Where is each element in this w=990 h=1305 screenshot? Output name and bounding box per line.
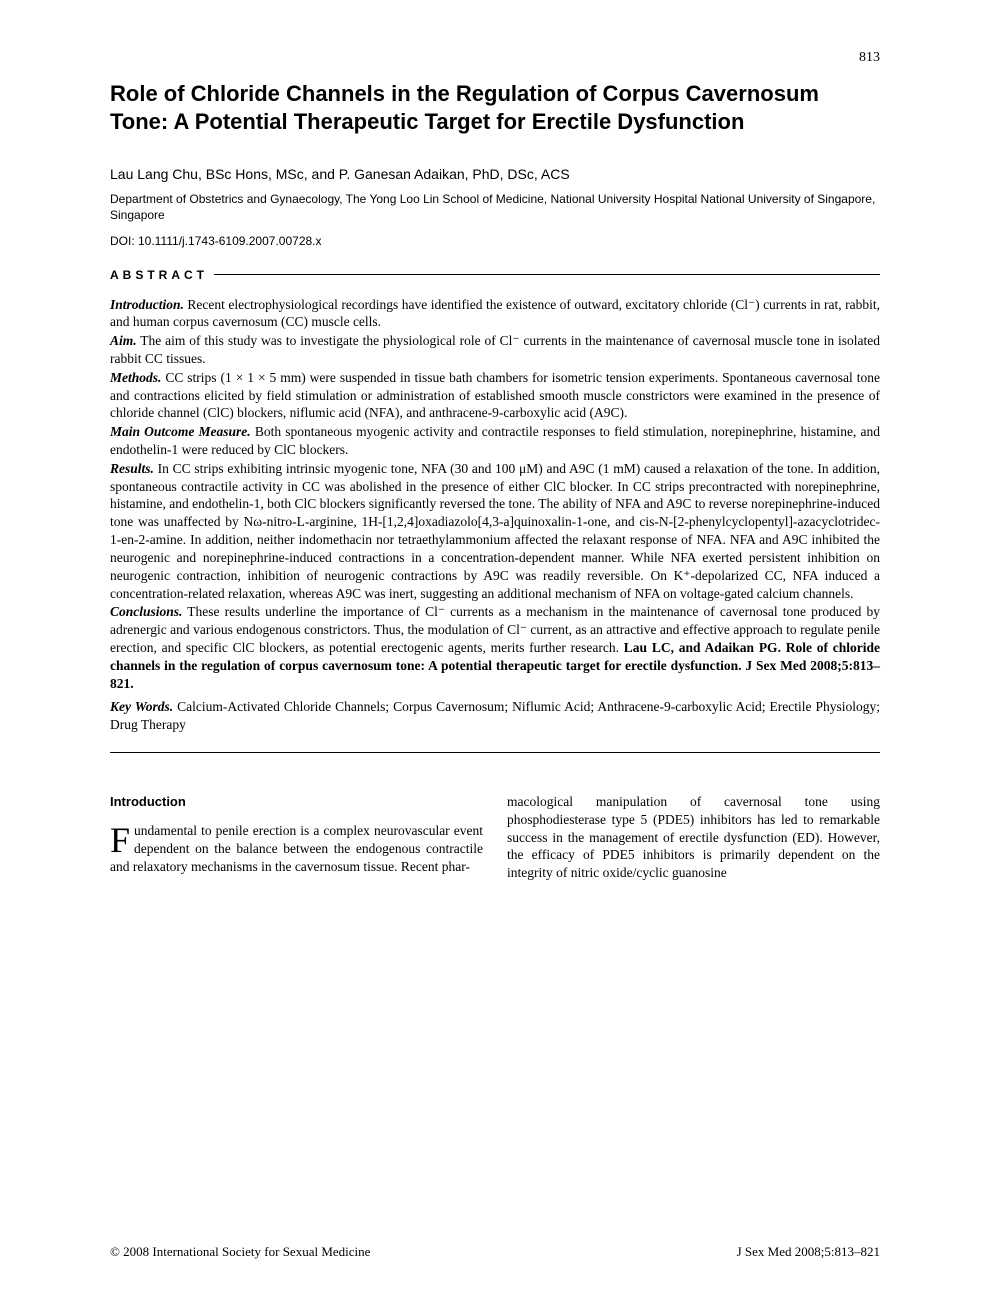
column-right: macological manipulation of cavernosal t…: [507, 793, 880, 882]
abstract-label-text: ABSTRACT: [110, 268, 208, 282]
page-number: 813: [859, 50, 880, 66]
column-left: Introduction Fundamental to penile erect…: [110, 793, 483, 882]
footer-copyright: © 2008 International Society for Sexual …: [110, 1244, 370, 1260]
abstract-conclusions-head: Conclusions.: [110, 604, 182, 619]
divider-rule: [110, 752, 880, 753]
body-col1-text: undamental to penile erection is a compl…: [110, 823, 483, 874]
abstract-methods: CC strips (1 × 1 × 5 mm) were suspended …: [110, 370, 880, 421]
abstract-methods-head: Methods.: [110, 370, 161, 385]
abstract-aim: The aim of this study was to investigate…: [110, 333, 880, 366]
body-paragraph-left: Fundamental to penile erection is a comp…: [110, 822, 483, 875]
abstract-results: In CC strips exhibiting intrinsic myogen…: [110, 461, 880, 601]
body-columns: Introduction Fundamental to penile erect…: [110, 793, 880, 882]
authors: Lau Lang Chu, BSc Hons, MSc, and P. Gane…: [110, 166, 880, 182]
abstract-intro: Recent electrophysiological recordings h…: [110, 297, 880, 330]
page-footer: © 2008 International Society for Sexual …: [110, 1244, 880, 1260]
abstract-aim-head: Aim.: [110, 333, 137, 348]
dropcap: F: [110, 822, 134, 855]
affiliation: Department of Obstetrics and Gynaecology…: [110, 192, 880, 223]
keywords-head: Key Words.: [110, 699, 173, 714]
article-title: Role of Chloride Channels in the Regulat…: [110, 80, 880, 136]
abstract-results-head: Results.: [110, 461, 154, 476]
body-paragraph-right: macological manipulation of cavernosal t…: [507, 793, 880, 882]
doi: DOI: 10.1111/j.1743-6109.2007.00728.x: [110, 234, 880, 248]
abstract-label: ABSTRACT: [110, 268, 880, 282]
section-heading-introduction: Introduction: [110, 793, 483, 810]
abstract-intro-head: Introduction.: [110, 297, 184, 312]
abstract-measure-head: Main Outcome Measure.: [110, 424, 251, 439]
footer-journal-ref: J Sex Med 2008;5:813–821: [737, 1244, 880, 1260]
abstract-body: Introduction. Recent electrophysiologica…: [110, 296, 880, 735]
keywords: Calcium-Activated Chloride Channels; Cor…: [110, 699, 880, 732]
